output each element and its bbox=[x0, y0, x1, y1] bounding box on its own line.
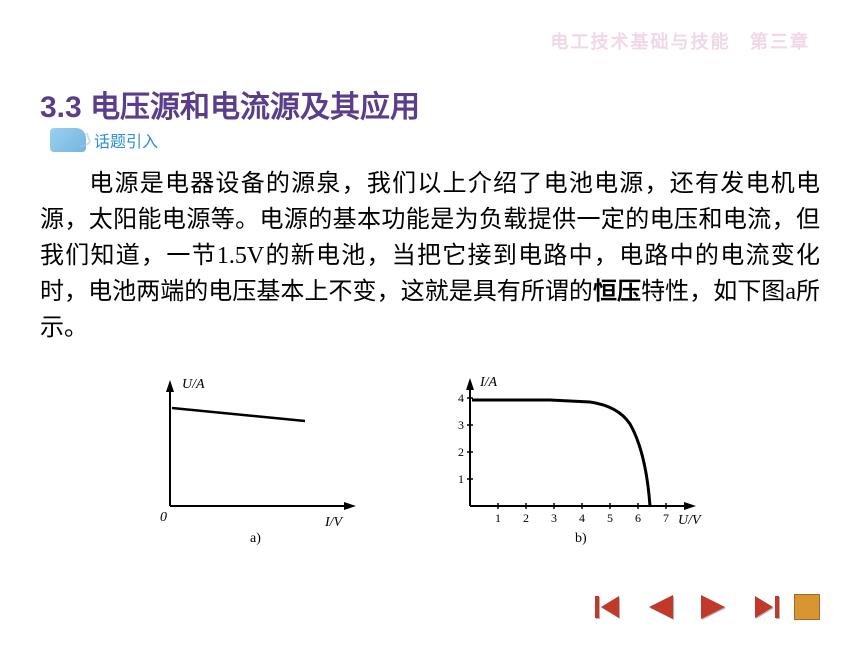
book-icon bbox=[50, 128, 86, 152]
svg-text:3: 3 bbox=[551, 511, 557, 525]
topic-label: 话题引入 bbox=[94, 128, 158, 152]
svg-text:1: 1 bbox=[458, 472, 464, 486]
section-title: 3.3 电压源和电流源及其应用 bbox=[40, 82, 420, 126]
svg-text:7: 7 bbox=[663, 511, 669, 525]
nav-last-button[interactable] bbox=[744, 593, 780, 621]
svg-text:2: 2 bbox=[523, 511, 529, 525]
chart-b: 1 2 3 4 1 2 3 4 5 6 7 I/A U/V bbox=[450, 366, 710, 551]
svg-text:I/V: I/V bbox=[324, 515, 344, 530]
nav-buttons bbox=[594, 593, 820, 621]
nav-first-button[interactable] bbox=[594, 593, 630, 621]
svg-text:U/V: U/V bbox=[678, 513, 702, 528]
topic-tag: 话题引入 bbox=[50, 128, 158, 152]
svg-text:2: 2 bbox=[458, 445, 464, 459]
book-title: 电工技术基础与技能 bbox=[551, 32, 731, 52]
svg-text:6: 6 bbox=[635, 511, 641, 525]
svg-text:U/A: U/A bbox=[182, 377, 205, 392]
header-label: 电工技术基础与技能 第三章 bbox=[551, 28, 811, 54]
chart-a: U/A 0 I/V a) bbox=[150, 366, 370, 551]
svg-text:I/A: I/A bbox=[479, 375, 498, 390]
svg-text:1: 1 bbox=[495, 511, 501, 525]
nav-prev-button[interactable] bbox=[644, 593, 680, 621]
svg-text:5: 5 bbox=[607, 511, 613, 525]
svg-text:4: 4 bbox=[579, 511, 585, 525]
svg-text:3: 3 bbox=[458, 418, 464, 432]
body-bold: 恒压 bbox=[593, 279, 641, 305]
nav-stop-button[interactable] bbox=[794, 594, 820, 620]
chart-row: U/A 0 I/V a) 1 2 3 4 1 2 bbox=[0, 366, 860, 551]
chapter-label: 第三章 bbox=[750, 32, 810, 52]
body-paragraph: 电源是电器设备的源泉，我们以上介绍了电池电源，还有发电机电源，太阳能电源等。电源… bbox=[40, 166, 820, 346]
section-number: 3.3 bbox=[40, 91, 82, 124]
svg-text:4: 4 bbox=[458, 391, 464, 405]
svg-text:0: 0 bbox=[160, 510, 167, 525]
svg-text:b): b) bbox=[575, 531, 587, 546]
nav-next-button[interactable] bbox=[694, 593, 730, 621]
svg-text:a): a) bbox=[250, 531, 261, 546]
section-heading: 电压源和电流源及其应用 bbox=[90, 91, 420, 124]
